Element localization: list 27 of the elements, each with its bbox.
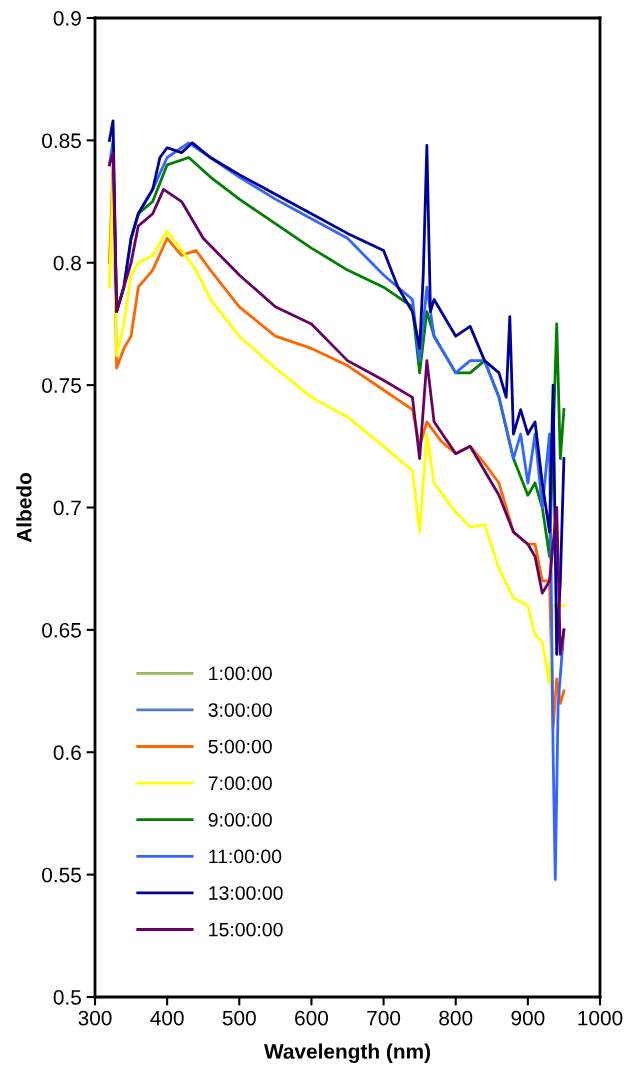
legend-label: 7:00:00 bbox=[208, 776, 272, 791]
x-axis-title: Wavelength (nm) bbox=[264, 1043, 430, 1064]
legend-label: 1:00:00 bbox=[209, 666, 272, 681]
x-tick-label: 300 bbox=[78, 1010, 112, 1026]
y-tick-label: 0.7 bbox=[53, 500, 81, 516]
legend-label: 11:00:00 bbox=[209, 849, 282, 864]
y-tick-label: 0.9 bbox=[53, 11, 81, 26]
x-tick-label: 400 bbox=[150, 1010, 184, 1026]
y-tick-label: 0.75 bbox=[42, 378, 81, 393]
legend-label: 15:00:00 bbox=[209, 922, 283, 937]
y-tick-label: 0.5 bbox=[53, 990, 81, 1005]
legend-label: 5:00:00 bbox=[208, 739, 272, 754]
x-tick-label: 500 bbox=[222, 1010, 256, 1026]
y-axis-title: Albedo bbox=[16, 473, 32, 543]
legend-label: 9:00:00 bbox=[208, 812, 272, 827]
x-tick-label: 1000 bbox=[578, 1010, 623, 1026]
x-tick-label: 800 bbox=[439, 1010, 473, 1026]
x-tick-label: 900 bbox=[511, 1010, 545, 1026]
y-tick-label: 0.65 bbox=[42, 622, 81, 638]
y-tick-label: 0.8 bbox=[53, 255, 81, 271]
y-tick-label: 0.85 bbox=[42, 133, 81, 149]
y-tick-label: 0.6 bbox=[53, 745, 81, 760]
x-tick-label: 700 bbox=[367, 1010, 401, 1026]
y-tick-label: 0.55 bbox=[42, 867, 81, 883]
legend-label: 13:00:00 bbox=[209, 886, 283, 900]
x-tick-label: 600 bbox=[295, 1010, 328, 1026]
legend-label: 3:00:00 bbox=[208, 703, 272, 717]
